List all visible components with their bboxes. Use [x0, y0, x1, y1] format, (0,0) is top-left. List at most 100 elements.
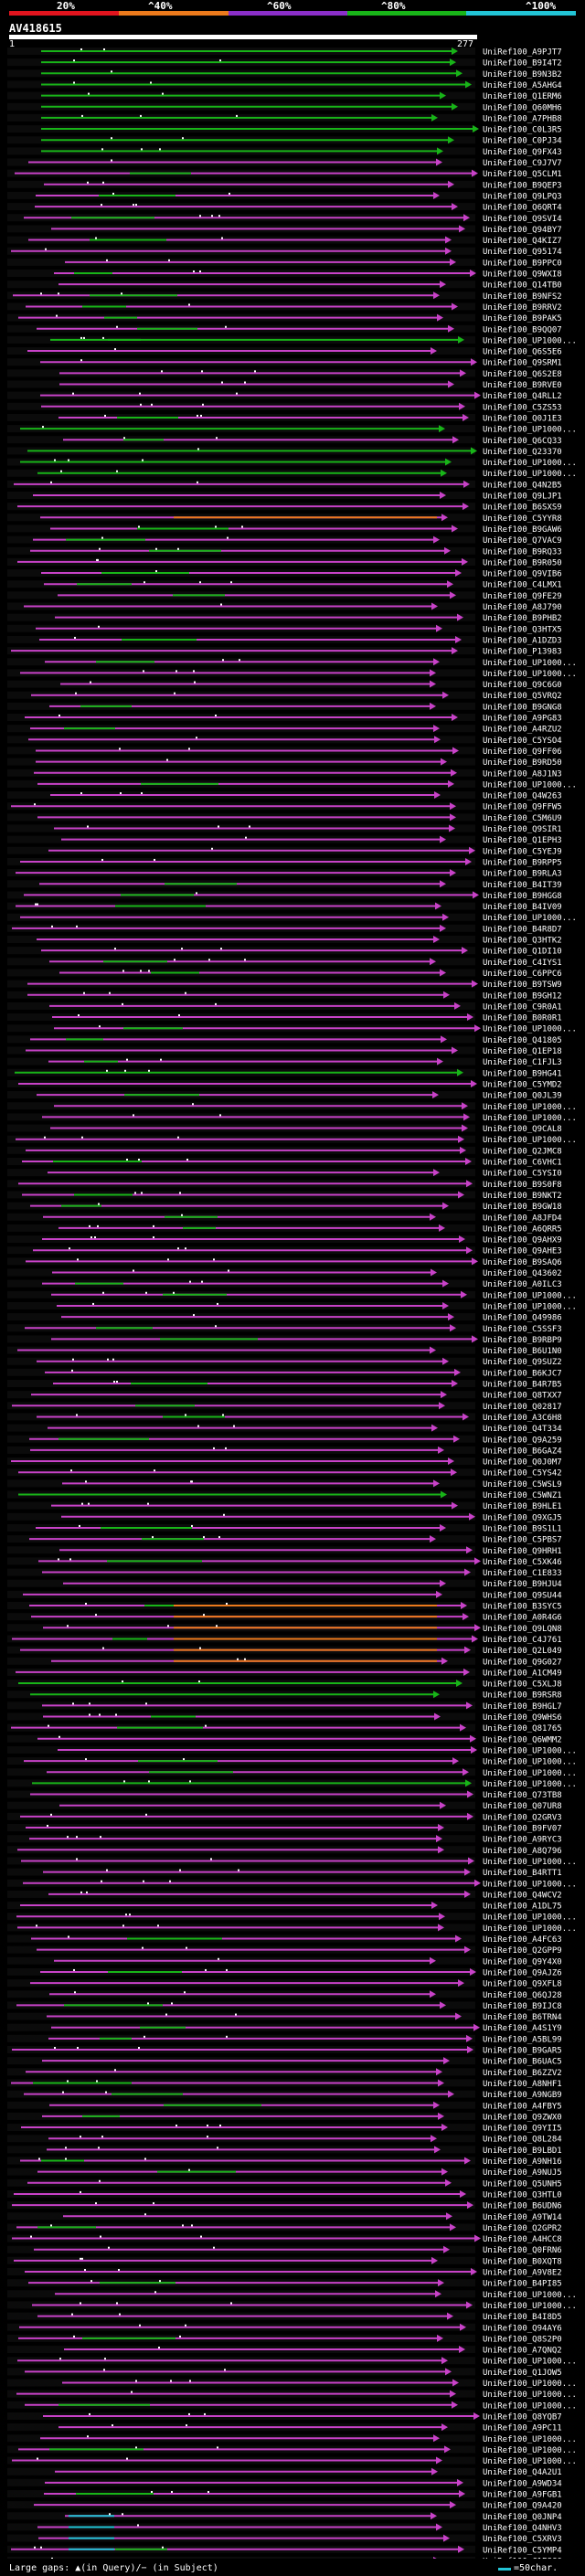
hit-row[interactable]: UniRef100_UP1000... — [7, 1924, 577, 1934]
hit-row[interactable]: UniRef100_UP1000... — [7, 1113, 577, 1123]
hit-id-label[interactable]: UniRef100_UP1000... — [483, 659, 577, 668]
hit-id-label[interactable]: UniRef100_UP1000... — [483, 1746, 577, 1755]
hit-id-label[interactable]: UniRef100_C4IYS1 — [483, 959, 562, 968]
hit-row[interactable]: UniRef100_Q9AHX9 — [7, 1235, 562, 1246]
hit-row[interactable]: UniRef100_C5ZS53 — [7, 402, 562, 413]
hit-id-label[interactable]: UniRef100_B0R0R1 — [483, 1014, 562, 1023]
hit-row[interactable]: UniRef100_B6KJC7 — [7, 1368, 562, 1379]
hit-row[interactable]: UniRef100_Q41805 — [7, 1035, 562, 1045]
hit-id-label[interactable]: UniRef100_C5PBS7 — [483, 1536, 562, 1545]
hit-row[interactable]: UniRef100_Q0JNP4 — [7, 2512, 562, 2522]
hit-id-label[interactable]: UniRef100_C9J7V7 — [483, 159, 562, 168]
hit-id-label[interactable]: UniRef100_UP1000... — [483, 1103, 577, 1112]
hit-row[interactable]: UniRef100_B9HGL7 — [7, 1701, 562, 1712]
hit-row[interactable]: UniRef100_B9RPP5 — [7, 857, 562, 868]
hit-id-label[interactable]: UniRef100_B9RRV2 — [483, 303, 562, 313]
hit-id-label[interactable]: UniRef100_UP1000... — [483, 1913, 577, 1923]
hit-id-label[interactable]: UniRef100_Q6QRT4 — [483, 204, 562, 213]
hit-id-label[interactable]: UniRef100_B6KJC7 — [483, 1369, 562, 1378]
hit-row[interactable]: UniRef100_C6PPC6 — [7, 969, 562, 979]
hit-row[interactable]: UniRef100_C5XRV3 — [7, 2534, 562, 2545]
hit-row[interactable]: UniRef100_C9R0A1 — [7, 1002, 562, 1012]
hit-id-label[interactable]: UniRef100_Q95174 — [483, 248, 562, 257]
hit-row[interactable]: UniRef100_A8Q796 — [7, 1846, 562, 1856]
hit-id-label[interactable]: UniRef100_Q9FX43 — [483, 148, 562, 157]
hit-row[interactable]: UniRef100_Q60MH6 — [7, 102, 562, 113]
hit-id-label[interactable]: UniRef100_C1FJL3 — [483, 1058, 562, 1067]
hit-row[interactable]: UniRef100_A9RYC3 — [7, 1835, 562, 1845]
hit-id-label[interactable]: UniRef100_Q4W263 — [483, 792, 562, 801]
hit-row[interactable]: UniRef100_Q9LQN8 — [7, 1624, 562, 1634]
hit-row[interactable]: UniRef100_C5XLJ8 — [7, 1680, 562, 1690]
hit-id-label[interactable]: UniRef100_A9PC11 — [483, 2424, 562, 2433]
hit-id-label[interactable]: UniRef100_Q9FFW5 — [483, 803, 562, 812]
hit-row[interactable]: UniRef100_B4IV09 — [7, 902, 562, 913]
hit-id-label[interactable]: UniRef100_Q2L049 — [483, 1647, 562, 1656]
hit-id-label[interactable]: UniRef100_Q4A2U1 — [483, 2468, 562, 2477]
hit-id-label[interactable]: UniRef100_A9PJT7 — [483, 48, 562, 58]
hit-row[interactable]: UniRef100_B9SAQ6 — [7, 1257, 562, 1267]
hit-id-label[interactable]: UniRef100_B9HGL7 — [483, 1702, 562, 1712]
hit-id-label[interactable]: UniRef100_C5YMP4 — [483, 2546, 562, 2555]
hit-id-label[interactable]: UniRef100_Q9ZWX0 — [483, 2113, 562, 2122]
hit-id-label[interactable]: UniRef100_B4R7B5 — [483, 1381, 562, 1390]
hit-row[interactable]: UniRef100_A8J1N3 — [7, 769, 562, 779]
hit-row[interactable]: UniRef100_Q2GPR2 — [7, 2223, 562, 2233]
hit-row[interactable]: UniRef100_Q9FF06 — [7, 747, 562, 757]
hit-id-label[interactable]: UniRef100_Q14TB0 — [483, 281, 562, 291]
hit-id-label[interactable]: UniRef100_C4J761 — [483, 1636, 562, 1645]
hit-row[interactable]: UniRef100_A9PJT7 — [7, 48, 562, 58]
hit-row[interactable]: UniRef100_Q9XGJ5 — [7, 1512, 562, 1523]
hit-row[interactable]: UniRef100_Q8S2P0 — [7, 2334, 562, 2345]
hit-id-label[interactable]: UniRef100_Q9SIR1 — [483, 825, 562, 834]
hit-id-label[interactable]: UniRef100_A1DZD3 — [483, 636, 562, 645]
hit-row[interactable]: UniRef100_B9HLE1 — [7, 1501, 562, 1512]
hit-row[interactable]: UniRef100_B9QQ07 — [7, 324, 562, 335]
hit-id-label[interactable]: UniRef100_B4IT39 — [483, 881, 562, 890]
hit-row[interactable]: UniRef100_Q9CAL8 — [7, 1124, 562, 1135]
hit-row[interactable]: UniRef100_Q9VIB6 — [7, 569, 562, 579]
hit-id-label[interactable]: UniRef100_A0R4G6 — [483, 1614, 562, 1623]
hit-row[interactable]: UniRef100_B9RSR8 — [7, 1691, 562, 1701]
hit-id-label[interactable]: UniRef100_Q4T334 — [483, 1425, 562, 1434]
hit-id-label[interactable]: UniRef100_A8J790 — [483, 603, 562, 612]
hit-row[interactable]: UniRef100_B6ZZV2 — [7, 2068, 562, 2078]
hit-id-label[interactable]: UniRef100_B9NFS2 — [483, 292, 562, 302]
hit-id-label[interactable]: UniRef100_Q4NHV3 — [483, 2524, 562, 2533]
hit-id-label[interactable]: UniRef100_UP1000... — [483, 1114, 577, 1123]
hit-id-label[interactable]: UniRef100_B9IJC8 — [483, 2002, 562, 2011]
hit-id-label[interactable]: UniRef100_A4FBY5 — [483, 2102, 562, 2111]
hit-id-label[interactable]: UniRef100_Q9LJP1 — [483, 493, 562, 502]
hit-id-label[interactable]: UniRef100_Q9XGJ5 — [483, 1513, 562, 1522]
hit-row[interactable]: UniRef100_UP1000... — [7, 1879, 577, 1890]
hit-id-label[interactable]: UniRef100_A8Q796 — [483, 1847, 562, 1856]
hit-id-label[interactable]: UniRef100_B9HG41 — [483, 1069, 562, 1078]
hit-id-label[interactable]: UniRef100_Q3HTL0 — [483, 2190, 562, 2200]
hit-id-label[interactable]: UniRef100_B9RVE0 — [483, 381, 562, 390]
hit-id-label[interactable]: UniRef100_C5XK46 — [483, 1558, 562, 1567]
hit-row[interactable]: UniRef100_Q9WHS6 — [7, 1712, 562, 1723]
hit-row[interactable]: UniRef100_C5YSI0 — [7, 1169, 562, 1179]
hit-row[interactable]: UniRef100_UP1000... — [7, 1913, 577, 1923]
hit-id-label[interactable]: UniRef100_UP1000... — [483, 1025, 577, 1034]
hit-row[interactable]: UniRef100_C9J7V7 — [7, 158, 562, 169]
hit-row[interactable]: UniRef100_C5XK46 — [7, 1557, 562, 1567]
hit-row[interactable]: UniRef100_C5YS42 — [7, 1468, 562, 1479]
hit-id-label[interactable]: UniRef100_B9GNG8 — [483, 703, 562, 712]
hit-id-label[interactable]: UniRef100_Q8S2P0 — [483, 2335, 562, 2344]
hit-row[interactable]: UniRef100_B4PI85 — [7, 2279, 562, 2289]
hit-id-label[interactable]: UniRef100_Q94AY6 — [483, 2324, 562, 2333]
hit-id-label[interactable]: UniRef100_A7QNQ2 — [483, 2347, 562, 2356]
hit-id-label[interactable]: UniRef100_B9RPP5 — [483, 858, 562, 867]
hit-id-label[interactable]: UniRef100_Q9YII5 — [483, 2125, 562, 2134]
hit-id-label[interactable]: UniRef100_B9R050 — [483, 558, 562, 567]
hit-id-label[interactable]: UniRef100_B9PHB2 — [483, 614, 562, 623]
hit-id-label[interactable]: UniRef100_Q0J1E3 — [483, 414, 562, 423]
hit-id-label[interactable]: UniRef100_Q5UNH5 — [483, 2179, 562, 2189]
hit-row[interactable]: UniRef100_Q2L049 — [7, 1646, 562, 1657]
hit-row[interactable]: UniRef100_B6TRN4 — [7, 2012, 562, 2023]
hit-id-label[interactable]: UniRef100_A5BL99 — [483, 2035, 562, 2044]
hit-row[interactable]: UniRef100_C4IYS1 — [7, 958, 562, 968]
hit-row[interactable]: UniRef100_Q4N2B5 — [7, 480, 562, 491]
hit-row[interactable]: UniRef100_A9NH16 — [7, 2157, 562, 2168]
